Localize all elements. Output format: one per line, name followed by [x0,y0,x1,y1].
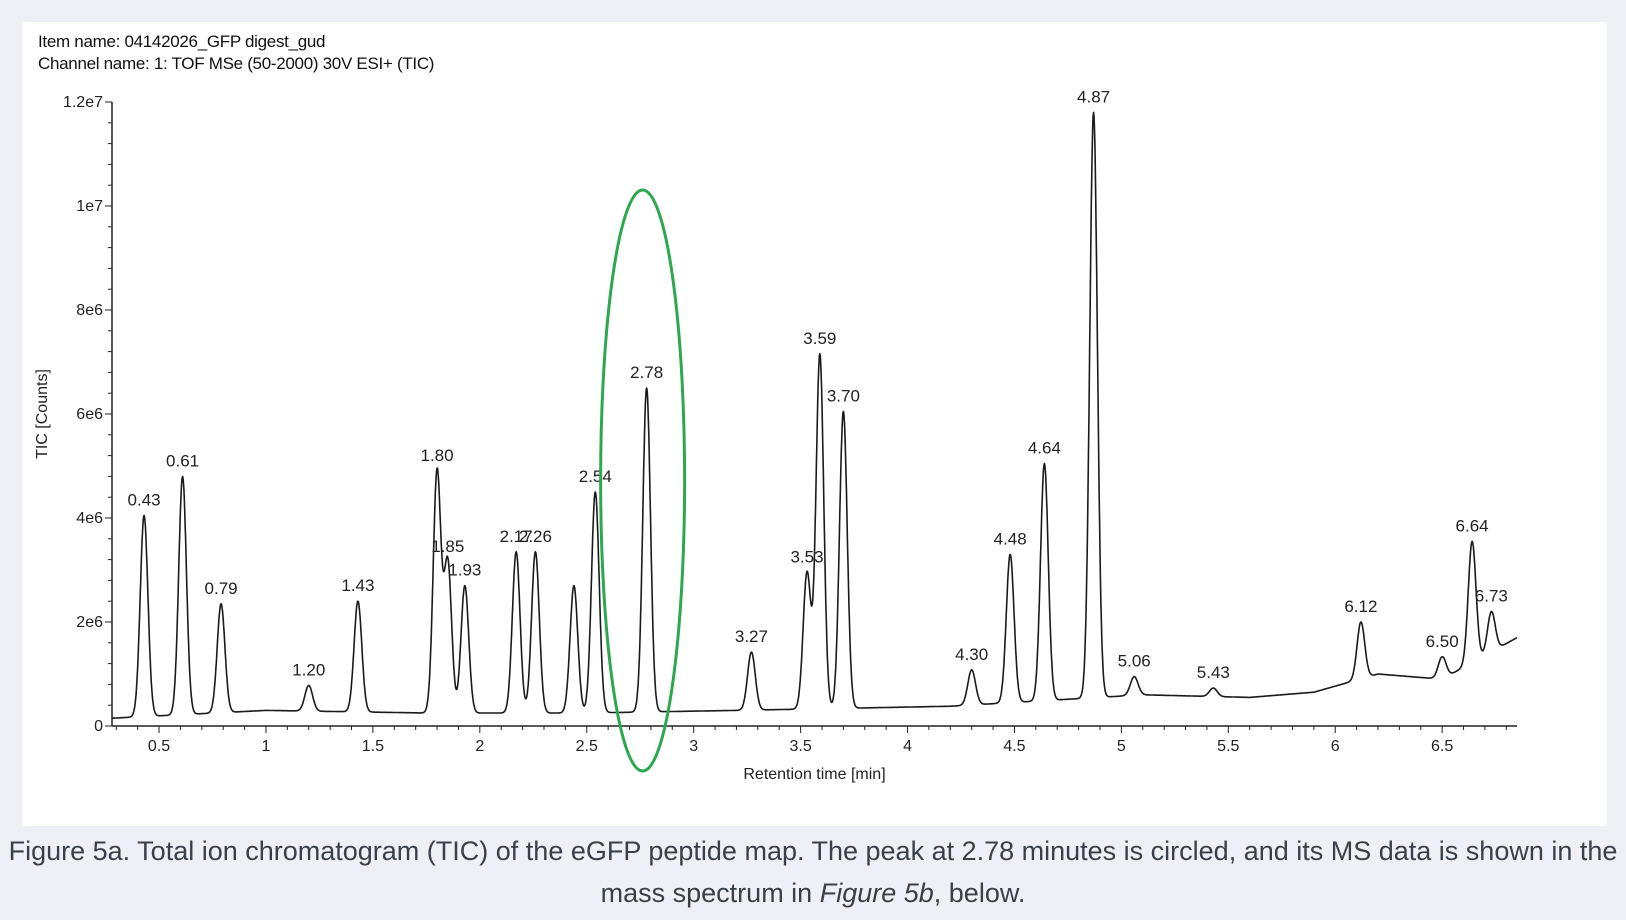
peak-label: 6.12 [1344,597,1377,616]
item-name-text: Item name: 04142026_GFP digest_gud [38,32,326,51]
peak-label: 6.73 [1475,587,1508,606]
y-tick-label: 6e6 [76,406,103,423]
peak-label: 0.61 [166,451,199,470]
y-axis-title: TIC [Counts] [34,369,51,459]
y-tick-label: 1e7 [76,198,103,215]
x-tick-label: 1 [262,738,271,755]
highlight-ellipse [599,188,687,773]
x-tick-label: 2 [475,738,484,755]
y-tick-label: 0 [94,718,103,735]
peak-label: 2.78 [630,363,663,382]
peak-label: 2.17 [500,527,533,546]
y-tick-label: 2e6 [76,614,103,631]
peak-label: 3.70 [827,386,860,405]
peak-label: 5.43 [1197,663,1230,682]
peak-label: 2.26 [519,527,552,546]
peak-label: 2.54 [579,467,612,486]
peak-label: 0.43 [128,490,161,509]
peak-label: 0.79 [205,579,238,598]
peak-label: 1.80 [421,446,454,465]
figure-caption: Figure 5a. Total ion chromatogram (TIC) … [0,830,1626,914]
peak-label: 1.85 [431,537,464,556]
peak-label: 3.59 [803,329,836,348]
x-tick-label: 4 [903,738,912,755]
x-tick-label: 5 [1117,738,1126,755]
x-tick-label: 4.5 [1003,738,1025,755]
peak-label: 1.43 [341,576,374,595]
tic-trace-line [111,111,1518,719]
caption-suffix: , below. [933,878,1026,908]
y-tick-label: 4e6 [76,510,103,527]
figure-panel: 0 2e6 4e6 6e6 8e6 1e7 1.2e7 0.5 1 1.5 2 2.5 3 3.5 4 4.5… [22,22,1607,826]
x-tick-label: 0.5 [148,738,170,755]
peak-label: 1.20 [292,660,325,679]
peak-label: 6.50 [1426,632,1459,651]
x-tick-label: 3 [689,738,698,755]
caption-text: Figure 5a. Total ion chromatogram (TIC) … [8,836,1618,908]
x-tick-label: 2.5 [576,738,598,755]
peak-label: 4.30 [955,645,988,664]
peak-label: 3.27 [735,627,768,646]
peak-label: 5.06 [1118,652,1151,671]
x-tick-label: 6.5 [1431,738,1453,755]
x-tick-label: 3.5 [789,738,811,755]
y-tick-label: 8e6 [76,302,103,319]
x-tick-label: 6 [1331,738,1340,755]
peak-label: 1.93 [448,561,481,580]
x-axis-title: Retention time [min] [743,766,885,783]
caption-figure-ref[interactable]: Figure 5b [819,878,934,908]
y-tick-label: 1.2e7 [63,94,103,111]
chromatogram-chart: 0 2e6 4e6 6e6 8e6 1e7 1.2e7 0.5 1 1.5 2 2.5 3 3.5 4 4.5… [34,87,1518,783]
peak-label: 4.87 [1077,87,1110,106]
peak-label: 4.64 [1028,438,1061,457]
peak-label: 4.48 [994,529,1027,548]
x-tick-label: 1.5 [362,738,384,755]
peak-label: 3.53 [790,548,823,567]
x-tick-label: 5.5 [1217,738,1239,755]
peak-label: 6.64 [1456,516,1489,535]
channel-name-text: Channel name: 1: TOF MSe (50-2000) 30V E… [38,54,435,73]
